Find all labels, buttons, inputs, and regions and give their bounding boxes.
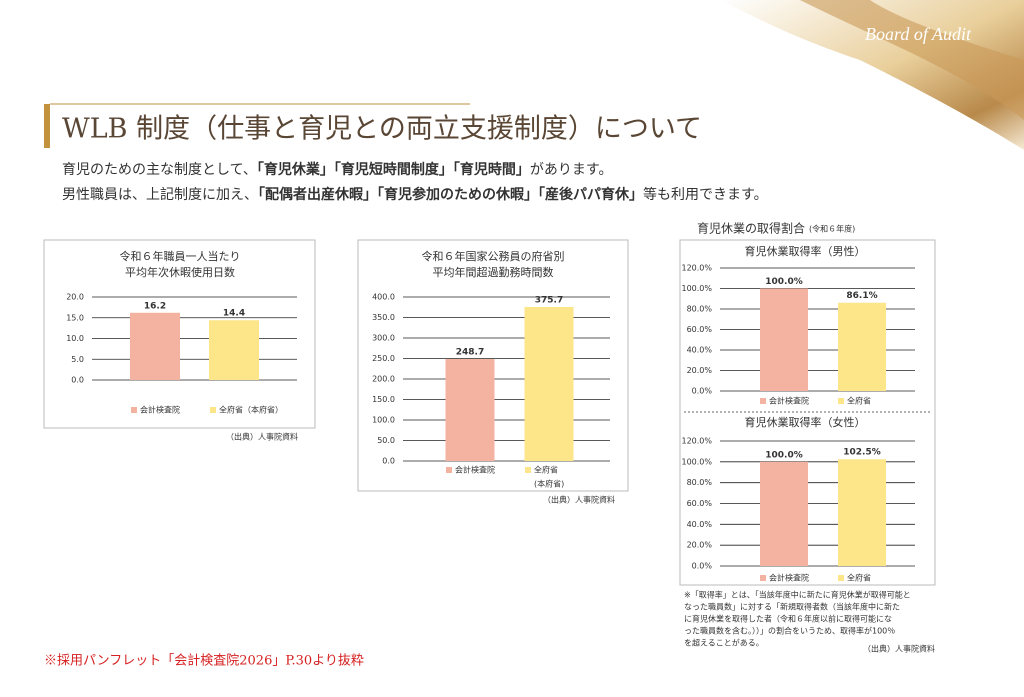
intro-line: 育児のための主な制度として、「育児休業」「育児短時間制度」「育児時間」があります… <box>62 161 613 178</box>
footnote-line: ※「取得率」とは、「当該年度中に新たに育児休業が取得可能と <box>684 590 911 600</box>
y-tick-label: 15.0 <box>66 313 84 322</box>
legend-swatch <box>525 467 531 473</box>
intro-segment: 等も利用できます。 <box>643 186 768 203</box>
chart-title: 平均年間超過勤務時間数 <box>433 265 554 279</box>
legend-swatch <box>131 407 137 413</box>
bar <box>524 306 574 461</box>
y-tick-label: 100.0 <box>372 416 395 425</box>
legend-label: 会計検査院 <box>769 573 809 583</box>
y-tick-label: 100.0% <box>681 284 712 293</box>
legend-label: 会計検査院 <box>455 465 495 475</box>
y-tick-label: 80.0% <box>687 305 713 314</box>
y-tick-label: 150.0 <box>372 395 395 404</box>
y-tick-label: 400.0 <box>372 293 395 302</box>
chart-title: 令和６年国家公務員の府省別 <box>422 249 565 263</box>
y-tick-label: 60.0% <box>687 325 713 334</box>
y-tick-label: 80.0% <box>687 478 713 487</box>
legend-label: 全府省（本府省） <box>219 405 283 415</box>
chart-title: 育児休業取得率（男性） <box>745 244 866 258</box>
bar <box>838 459 886 566</box>
source: （出典）人事院資料 <box>226 432 298 442</box>
data-label: 375.7 <box>535 295 563 305</box>
bar <box>838 302 886 391</box>
data-label: 86.1% <box>846 291 877 301</box>
y-tick-label: 100.0% <box>681 457 712 466</box>
y-tick-label: 20.0 <box>66 293 84 302</box>
intro-segment: があります。 <box>530 162 613 178</box>
chart-title: 令和６年職員一人当たり <box>120 249 241 263</box>
legend-swatch <box>760 398 766 404</box>
chart-title: 平均年次休暇使用日数 <box>125 265 235 279</box>
excerpt: ※採用パンフレット「会計検査院2026」P.30より抜粋 <box>44 653 364 669</box>
page-title: WLB 制度（仕事と育児との両立支援制度）について <box>62 114 702 145</box>
bar <box>760 461 808 566</box>
intro-segment: 育児のための主な制度として、 <box>62 162 257 178</box>
y-tick-label: 120.0% <box>681 264 712 273</box>
group-note: (令和６年度) <box>809 224 855 234</box>
data-label: 100.0% <box>765 277 803 287</box>
y-tick-label: 300.0 <box>372 334 395 343</box>
y-tick-label: 200.0 <box>372 375 395 384</box>
y-tick-label: 0.0% <box>692 562 713 571</box>
legend-label: 全府省 <box>847 396 871 406</box>
y-tick-label: 350.0 <box>372 313 395 322</box>
legend-swatch <box>210 407 216 413</box>
y-tick-label: 20.0% <box>687 541 713 550</box>
y-tick-label: 5.0 <box>71 355 84 364</box>
y-tick-label: 60.0% <box>687 499 713 508</box>
footnote-line: なった職員数」に対する「新規取得者数（当該年度中に新た <box>684 602 900 612</box>
bar <box>209 320 259 380</box>
y-tick-label: 10.0 <box>66 334 84 343</box>
data-label: 14.4 <box>223 309 245 319</box>
legend-swatch <box>760 575 766 581</box>
data-label: 16.2 <box>144 301 166 311</box>
footnote-line: を超えることがある。 <box>684 638 764 648</box>
y-tick-label: 0.0 <box>382 457 395 466</box>
chart-box <box>357 239 629 492</box>
y-tick-label: 250.0 <box>372 354 395 363</box>
chart-box <box>43 239 316 429</box>
intro: 育児のための主な制度として、「育児休業」「育児短時間制度」「育児時間」があります… <box>62 161 768 203</box>
footnote: ※「取得率」とは、「当該年度中に新たに育児休業が取得可能となった職員数」に対する… <box>684 590 911 648</box>
y-tick-label: 20.0% <box>687 366 713 375</box>
data-label: 102.5% <box>843 448 881 458</box>
footnote-line: に育児休業を取得した者（令和６年度以前に取得可能にな <box>684 614 892 624</box>
intro-segment: 「配偶者出産休暇」「育児参加のための休暇」「産後パパ育休」 <box>258 186 643 203</box>
legend-swatch <box>446 467 452 473</box>
legend-swatch <box>838 398 844 404</box>
legend-label: 会計検査院 <box>140 405 180 415</box>
legend-label: 全府省 <box>534 465 558 475</box>
y-tick-label: 40.0% <box>687 346 713 355</box>
intro-line: 男性職員は、上記制度に加え、「配偶者出産休暇」「育児参加のための休暇」「産後パパ… <box>62 186 768 203</box>
bar <box>445 359 495 461</box>
source: （出典）人事院資料 <box>543 495 615 505</box>
brand: Board of Audit <box>865 24 972 44</box>
intro-segment: 「育児休業」「育児短時間制度」「育児時間」 <box>257 161 530 178</box>
title-bar <box>44 104 50 148</box>
legend-label: 全府省 <box>847 573 871 583</box>
bar <box>760 288 808 391</box>
y-tick-label: 50.0 <box>377 436 395 445</box>
y-tick-label: 0.0 <box>71 376 84 385</box>
legend-label: 会計検査院 <box>769 396 809 406</box>
header-swoosh <box>800 0 1024 120</box>
data-label: 100.0% <box>765 450 803 460</box>
legend-note: (本府省) <box>534 479 564 489</box>
legend-swatch <box>838 575 844 581</box>
bar <box>130 312 180 380</box>
source: （出典）人事院資料 <box>863 644 935 654</box>
footnote-line: った職員数を含む。））」の割合をいうため、取得率が100％ <box>684 626 895 636</box>
intro-segment: 男性職員は、上記制度に加え、 <box>62 186 258 203</box>
data-label: 248.7 <box>456 348 484 358</box>
y-tick-label: 40.0% <box>687 520 713 529</box>
y-tick-label: 0.0% <box>692 387 713 396</box>
chart-box <box>679 239 936 586</box>
chart-title: 育児休業取得率（女性） <box>745 415 866 429</box>
group-title: 育児休業の取得割合 <box>697 221 805 236</box>
y-tick-label: 120.0% <box>681 437 712 446</box>
